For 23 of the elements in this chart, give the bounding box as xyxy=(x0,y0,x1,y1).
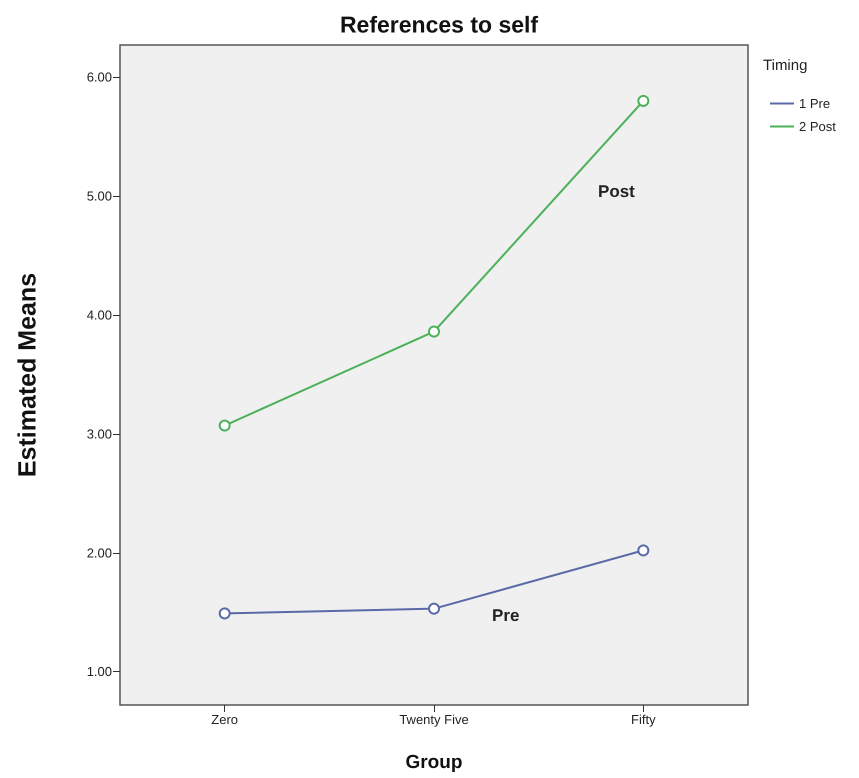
y-tick-label: 4.00 xyxy=(86,307,112,322)
x-tick-label: Fifty xyxy=(631,712,656,727)
y-axis-title: Estimated Means xyxy=(14,272,42,478)
annotation: Post xyxy=(598,182,636,201)
y-tick-label: 6.00 xyxy=(86,70,112,85)
y-tick-label: 2.00 xyxy=(86,545,112,560)
y-tick-label: 1.00 xyxy=(86,664,112,680)
point xyxy=(218,420,231,432)
annotation: Pre xyxy=(492,606,520,625)
point xyxy=(218,607,231,620)
legend-label: 1 Pre xyxy=(799,96,830,111)
point xyxy=(637,544,650,556)
x-tick-label: Twenty Five xyxy=(399,712,469,727)
x-axis-title: Group xyxy=(406,752,462,773)
y-tick-label: 3.00 xyxy=(86,426,112,442)
legend-title: Timing xyxy=(763,57,808,74)
point xyxy=(428,326,440,338)
y-tick-label: 5.00 xyxy=(86,188,112,204)
x-tick-label: Zero xyxy=(211,712,238,727)
legend-label: 2 Post xyxy=(799,119,836,134)
point xyxy=(428,602,440,615)
chart-title: References to self xyxy=(340,12,538,38)
point xyxy=(637,94,650,107)
